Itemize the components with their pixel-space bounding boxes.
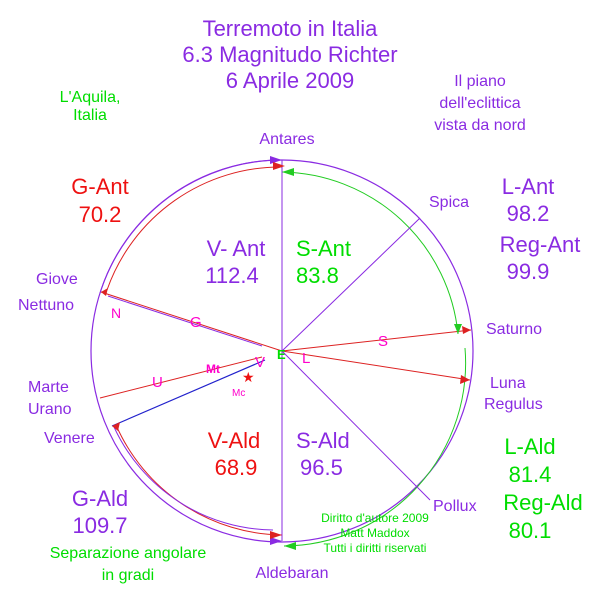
marker-e: E <box>277 347 286 362</box>
pollux-label: Pollux <box>433 498 477 515</box>
luna-arrow <box>460 375 470 384</box>
s-ant-label: S-Ant <box>296 236 352 261</box>
copyright-line-1: Diritto d'autore 2009 <box>321 511 429 525</box>
g-ant-label: G-Ant <box>71 174 129 199</box>
plane-note-line-3: vista da nord <box>434 117 526 134</box>
footer-line-2: in gradi <box>101 567 155 584</box>
g-ald-label: G-Ald <box>71 486 129 511</box>
l-ald-value: 81.4 <box>508 462 552 487</box>
aldebaran-label: Aldebaran <box>255 565 329 582</box>
s-ald-arc <box>283 347 467 547</box>
s-ald-value: 96.5 <box>300 455 343 480</box>
title-line-3: 6 Aprile 2009 <box>225 68 355 93</box>
saturno-arrow-green <box>454 324 462 334</box>
title-line-2: 6.3 Magnitudo Richter <box>182 42 398 67</box>
mc-star-icon: ★ <box>242 369 255 385</box>
marte-label: Marte <box>28 379 69 396</box>
footer-line-1: Separazione angolare <box>49 545 207 562</box>
reg-ald-value: 80.1 <box>508 518 552 543</box>
g-ant-value: 70.2 <box>78 202 122 227</box>
spica-line <box>281 217 421 352</box>
aldebaran-arrow <box>270 537 282 545</box>
v-ant-label: V- Ant <box>206 236 266 261</box>
copyright-line-3: Tutti i diritti riservati <box>323 541 427 555</box>
aldebaran-arrow-green <box>284 542 296 550</box>
marker-g: G <box>190 314 202 331</box>
antares-arrow <box>270 156 282 164</box>
plane-note-line-1: Il piano <box>454 73 506 90</box>
antares-arrow-red <box>273 162 285 170</box>
l-ald-label: L-Ald <box>504 434 556 459</box>
s-ant-value: 83.8 <box>296 263 339 288</box>
spica-label: Spica <box>429 194 470 211</box>
title-line-1: Terremoto in Italia <box>202 16 378 41</box>
marker-mc: Mc <box>232 388 246 399</box>
location-line-2: Italia <box>73 107 107 124</box>
plane-note-line-2: dell'eclittica <box>439 95 521 112</box>
copyright-line-2: Matt Maddox <box>340 526 410 540</box>
marker-s: S <box>378 333 389 350</box>
marker-u: U <box>152 374 163 391</box>
venere-line <box>111 359 266 427</box>
giove-arrow <box>101 288 108 296</box>
s-ald-label: S-Ald <box>296 428 350 453</box>
luna-line <box>281 350 471 381</box>
aldebaran-arrow-red <box>270 531 282 539</box>
l-ant-value: 98.2 <box>506 201 550 226</box>
marte-urano-line <box>99 356 263 399</box>
venere-label: Venere <box>44 430 95 447</box>
g-ant-arc <box>106 166 283 291</box>
pollux-line <box>281 350 431 501</box>
antares-arrow-green <box>282 168 294 176</box>
s-ant-arc <box>281 171 459 335</box>
v-ald-label: V-Ald <box>207 428 261 453</box>
reg-ald-label: Reg-Ald <box>503 490 583 515</box>
marker-v: V <box>255 354 266 371</box>
l-ant-label: L-Ant <box>501 174 555 199</box>
v-ald-value: 68.9 <box>214 455 258 480</box>
saturno-arrow <box>462 326 471 334</box>
v-arc-inner <box>113 426 274 531</box>
v-ant-value: 112.4 <box>205 263 259 288</box>
antares-label: Antares <box>259 131 315 148</box>
venere-arrow <box>112 422 120 431</box>
nettuno-line <box>107 295 263 347</box>
giove-label: Giove <box>36 271 78 288</box>
marker-l: L <box>302 350 311 367</box>
saturno-line <box>281 329 472 352</box>
luna-label: Luna <box>490 375 526 392</box>
marker-mt: Mt <box>206 362 220 376</box>
saturno-label: Saturno <box>486 321 543 338</box>
g-ald-value: 109.7 <box>72 513 128 538</box>
location-line-1: L'Aquila, <box>59 89 121 106</box>
regulus-label: Regulus <box>484 396 543 413</box>
urano-label: Urano <box>28 401 72 418</box>
reg-ant-label: Reg-Ant <box>499 232 581 257</box>
nettuno-label: Nettuno <box>18 297 75 314</box>
v-arc-upper <box>99 159 283 294</box>
giove-line <box>100 291 283 352</box>
reg-ant-value: 99.9 <box>506 259 550 284</box>
marker-n: N <box>111 305 122 321</box>
